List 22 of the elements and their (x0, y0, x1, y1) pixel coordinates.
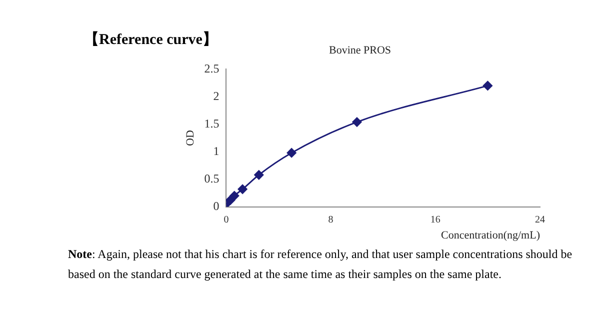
point (226, 195, 236, 205)
x-tick-label: 8 (328, 214, 334, 226)
y-tick-label: 2.5 (204, 61, 220, 76)
y-tick-label: 1.5 (204, 116, 220, 130)
point (482, 80, 492, 90)
chart-subtitle: Bovine PROS (328, 44, 392, 56)
x-axis-title: Concentration(ng/mL) (441, 229, 540, 242)
y-axis-title: OD (184, 130, 196, 146)
chart-title: 【Reference curve】 (84, 30, 218, 49)
y-tick-label: 1 (213, 144, 220, 158)
point (286, 148, 296, 158)
x-tick-label: 24 (535, 214, 545, 226)
y-tick-label: 2 (213, 88, 220, 103)
point (352, 117, 362, 127)
text: Note: Again, please not that his chart is for reference only, and that user sample concentrations should be based on the standard curve generated at the same time as their samples on the same plate. (68, 246, 574, 283)
point (230, 191, 240, 201)
y-tick-label: 0 (213, 198, 220, 213)
y-tick-label: 0.5 (204, 171, 220, 186)
point (254, 170, 264, 180)
x-tick-label: 16 (430, 214, 440, 226)
point (238, 184, 248, 194)
x-tick-label: 0 (224, 214, 229, 226)
